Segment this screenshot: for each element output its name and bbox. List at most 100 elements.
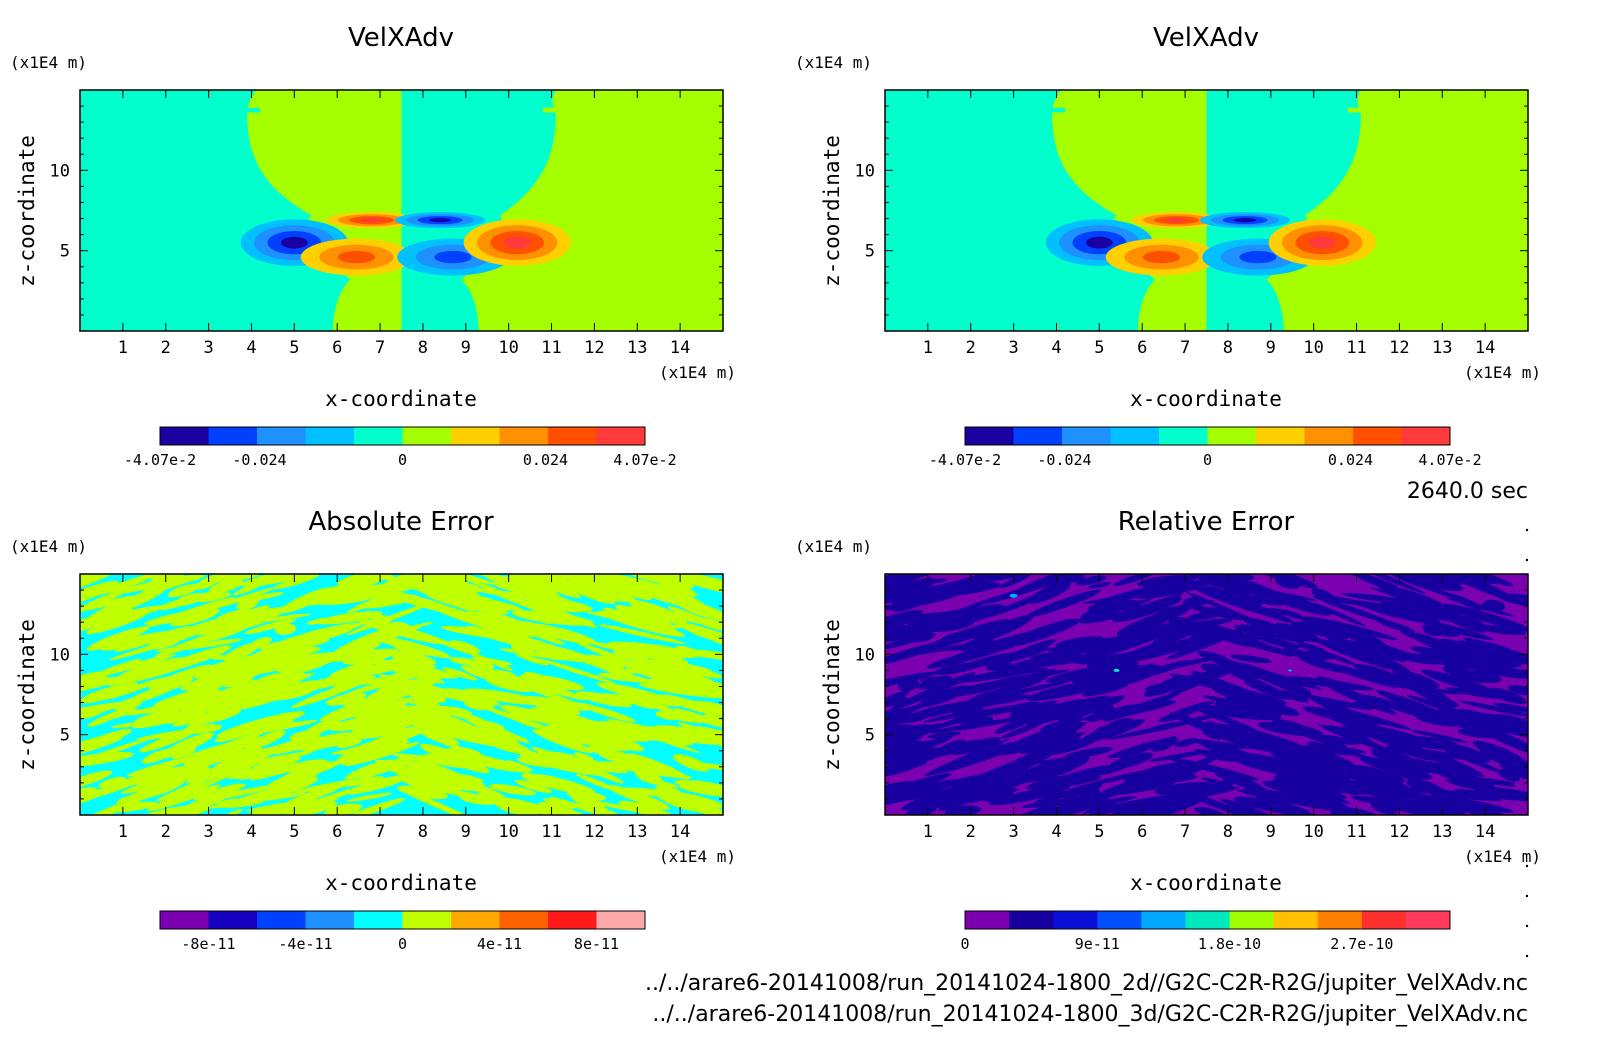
noise-streak: [885, 690, 910, 702]
noise-streak: [516, 653, 549, 666]
noise-streak: [1216, 574, 1255, 580]
colorbar-swatch: [1256, 427, 1305, 445]
noise-streak: [306, 617, 331, 625]
colorbar-swatch: [1159, 427, 1208, 445]
y-tick-label: 5: [60, 242, 70, 262]
colorbar-swatch: [1141, 911, 1186, 929]
noise-streak: [692, 700, 723, 712]
noise-streak: [217, 609, 255, 622]
noise-streak: [923, 709, 986, 723]
noise-streak: [80, 574, 101, 583]
colorbar-swatch: [1304, 427, 1354, 445]
noise-streak: [1087, 582, 1112, 589]
x-tick-label: 8: [1223, 822, 1233, 842]
noise-streak: [1147, 794, 1191, 808]
noise-streak: [244, 618, 296, 634]
marker-dot: [1525, 894, 1529, 898]
x-tick-label: 11: [541, 822, 561, 842]
noise-streak: [82, 682, 138, 700]
x-tick-label: 3: [1008, 338, 1018, 358]
noise-streak: [1390, 574, 1464, 592]
x-tick-label: 6: [332, 822, 342, 842]
noise-streak: [616, 580, 660, 599]
relative-error-field: [885, 574, 1528, 815]
colorbar-swatch: [208, 911, 258, 929]
negative-cell: [1085, 236, 1113, 249]
noise-streak: [316, 611, 383, 625]
noise-streak: [274, 623, 297, 635]
noise-streak: [1024, 798, 1110, 815]
positive-cell: [1142, 250, 1181, 264]
noise-streak: [1340, 807, 1378, 815]
noise-streak: [250, 750, 272, 760]
noise-streak: [506, 676, 534, 689]
noise-streak: [420, 729, 460, 746]
noise-streak: [1093, 724, 1122, 738]
noise-streak: [973, 762, 1028, 779]
colorbar-label: 4.07e-2: [1418, 451, 1481, 469]
noise-streak: [1406, 791, 1466, 815]
noise-streak: [538, 658, 616, 684]
noise-streak: [106, 677, 167, 699]
noise-streak: [146, 775, 188, 797]
noise-streak: [1426, 711, 1491, 728]
colorbar-frame: [964, 426, 1451, 446]
x-tick-label: 13: [1432, 822, 1452, 842]
noise-streak: [648, 584, 723, 618]
negative-cell: [428, 218, 452, 223]
noise-streak: [546, 574, 620, 593]
noise-streak: [885, 750, 917, 768]
negative-cell: [1239, 250, 1277, 264]
noise-streak: [1028, 757, 1090, 782]
noise-streak: [1231, 729, 1298, 753]
marker-dot: [1525, 924, 1529, 928]
noise-streak: [1083, 623, 1169, 656]
noise-streak: [80, 574, 122, 591]
noise-streak: [175, 783, 247, 815]
noise-streak: [576, 641, 653, 673]
y-tick-label: 5: [60, 726, 70, 746]
colorbar-swatch: [1229, 911, 1275, 929]
noise-streak: [313, 648, 399, 663]
noise-streak: [98, 574, 181, 592]
noise-streak: [1273, 775, 1314, 789]
x-unit-label: (x1E4 m): [1464, 363, 1541, 382]
noise-streak: [272, 574, 320, 590]
positive-cell: [503, 236, 531, 249]
noise-streak: [701, 714, 723, 725]
field-region: [885, 90, 1207, 331]
noise-streak: [637, 799, 664, 812]
noise-streak: [1311, 588, 1335, 601]
noise-streak: [295, 776, 384, 793]
x-tick-label: 4: [1051, 822, 1061, 842]
plot-frame: [884, 89, 1529, 332]
noise-streak: [1154, 781, 1213, 795]
noise-streak: [164, 732, 214, 756]
noise-streak: [1306, 732, 1348, 751]
x-tick-label: 3: [203, 338, 213, 358]
noise-streak: [1082, 700, 1176, 721]
y-unit-label: (x1E4 m): [10, 537, 87, 556]
colorbar-swatch: [1053, 911, 1098, 929]
noise-streak: [80, 770, 113, 790]
y-unit-label: (x1E4 m): [795, 53, 872, 72]
x-tick-label: 12: [1389, 338, 1409, 358]
noise-streak: [885, 708, 918, 719]
noise-streak: [618, 800, 679, 815]
colorbar-label: 0: [1203, 451, 1212, 469]
x-tick-label: 5: [289, 338, 299, 358]
noise-streak: [385, 708, 407, 721]
noise-streak: [341, 731, 423, 754]
x-tick-label: 7: [1180, 338, 1190, 358]
noise-streak: [938, 776, 1020, 812]
noise-streak: [658, 580, 698, 597]
noise-streak: [907, 615, 933, 628]
noise-streak: [419, 743, 490, 774]
noise-streak: [1380, 598, 1413, 611]
colorbar-label: 0.024: [1328, 451, 1373, 469]
x-tick-label: 13: [627, 338, 647, 358]
noise-streak: [923, 790, 962, 807]
noise-streak: [643, 678, 680, 688]
noise-streak: [408, 628, 491, 661]
noise-streak: [1197, 705, 1282, 721]
